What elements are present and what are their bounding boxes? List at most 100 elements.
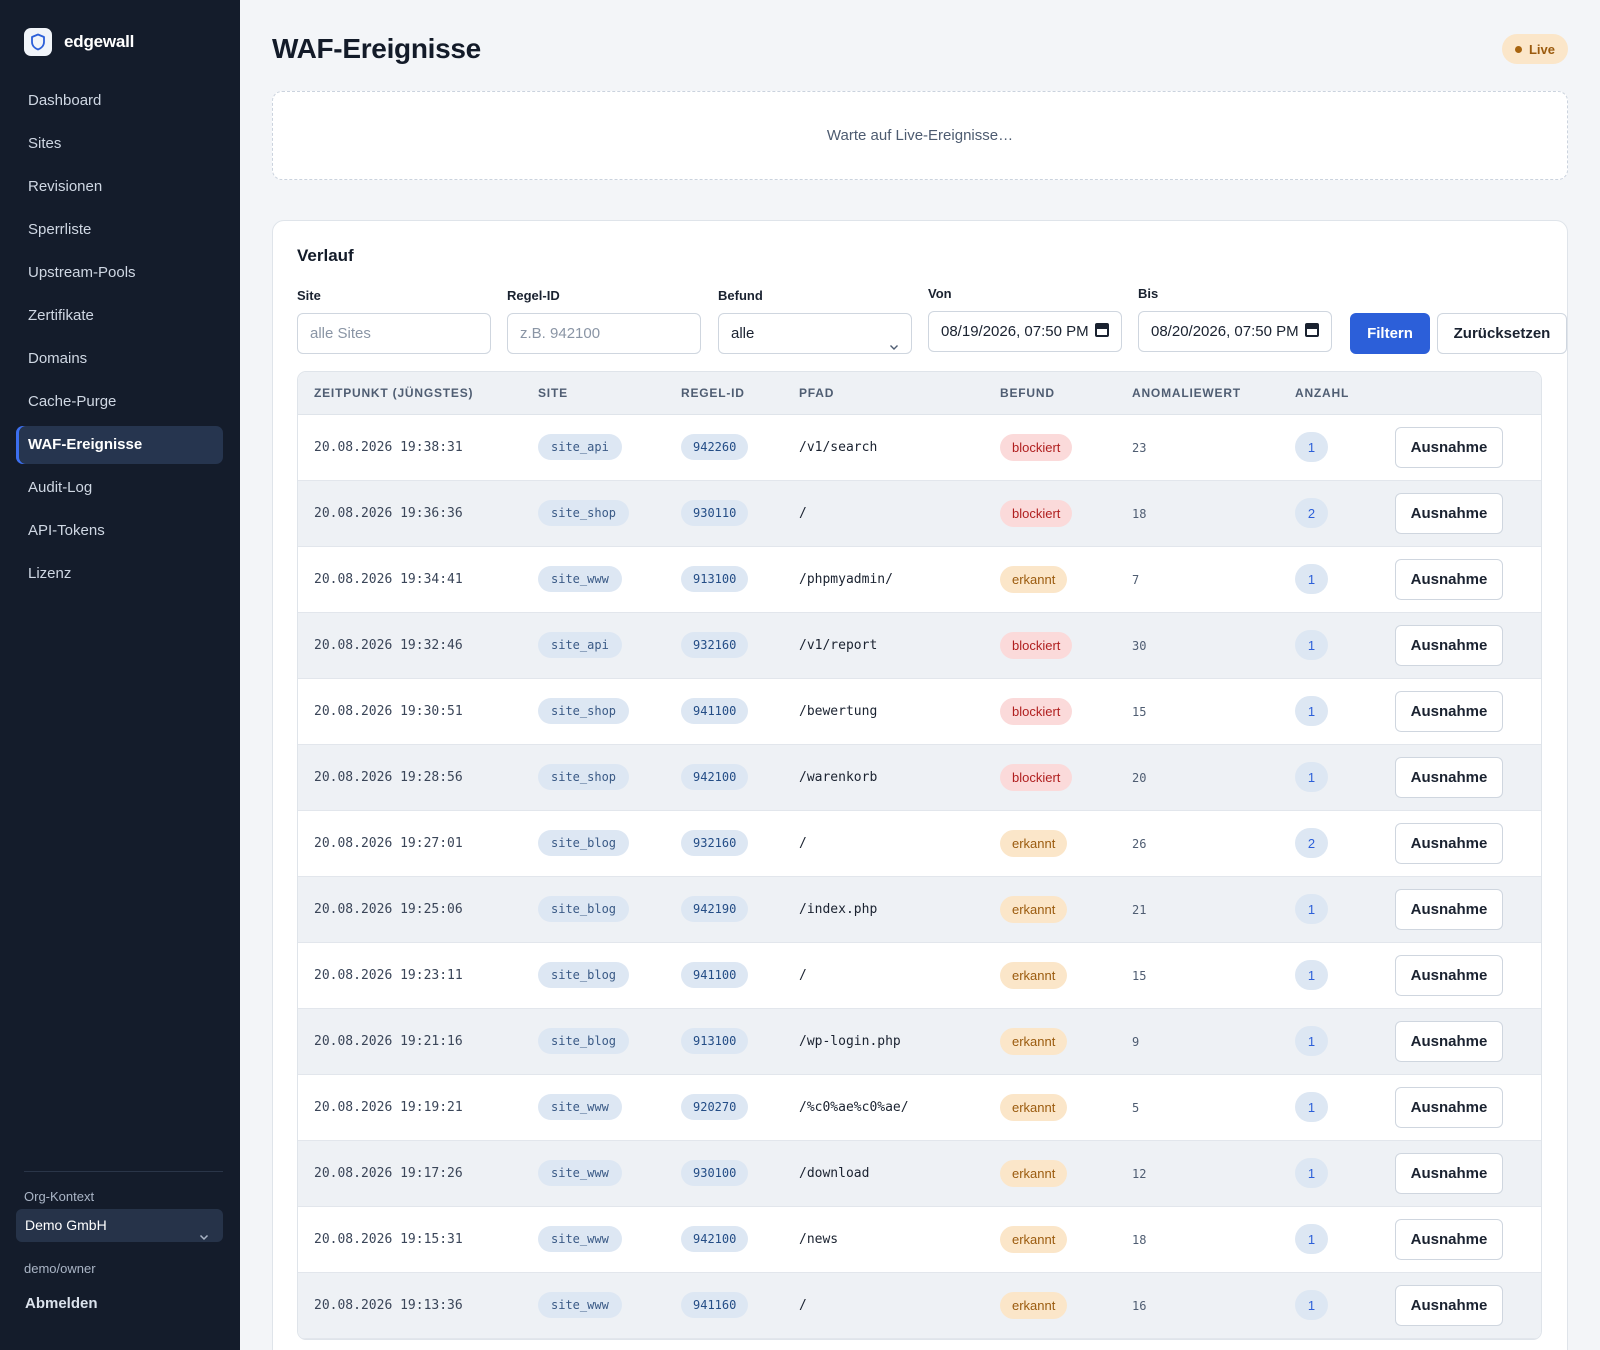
cell-befund: erkannt — [984, 1272, 1116, 1339]
sidebar-item-upstream-pools[interactable]: Upstream-Pools — [28, 264, 136, 281]
cell-befund: erkannt — [984, 546, 1116, 613]
cell-time: 20.08.2026 19:34:41 — [298, 546, 522, 613]
cell-time: 20.08.2026 19:28:56 — [298, 744, 522, 811]
cell-score: 12 — [1116, 1140, 1279, 1207]
anomaly-score: 12 — [1132, 1166, 1147, 1181]
cell-time: 20.08.2026 19:19:21 — [298, 1074, 522, 1141]
count-badge: 1 — [1295, 1026, 1328, 1056]
exception-button[interactable]: Ausnahme — [1395, 888, 1503, 930]
sidebar-item-lizenz[interactable]: Lizenz — [28, 565, 72, 582]
befund-badge: blockiert — [1000, 763, 1073, 791]
befund-badge: blockiert — [1000, 499, 1073, 527]
exception-button[interactable]: Ausnahme — [1395, 492, 1503, 534]
exception-button[interactable]: Ausnahme — [1395, 1284, 1503, 1326]
befund-filter-select[interactable]: alle — [718, 313, 912, 354]
sidebar-item-audit-log[interactable]: Audit-Log — [28, 479, 93, 496]
brand[interactable]: edgewall — [24, 28, 134, 56]
sidebar-item-cache-purge[interactable]: Cache-Purge — [28, 393, 117, 410]
site-filter-input[interactable]: alle Sites — [297, 313, 491, 354]
logout-link[interactable]: Abmelden — [25, 1295, 98, 1312]
cell-rule: 941100 — [665, 942, 783, 1009]
rule-id-pill: 930100 — [681, 1160, 749, 1186]
exception-button[interactable]: Ausnahme — [1395, 822, 1503, 864]
from-datetime-input[interactable]: 08/19/2026, 07:50 PM — [928, 311, 1122, 352]
sidebar-item-dashboard[interactable]: Dashboard — [28, 92, 102, 109]
cell-path: /index.php — [783, 876, 984, 943]
exception-button[interactable]: Ausnahme — [1395, 954, 1503, 996]
filter-from: Von 08/19/2026, 07:50 PM — [928, 286, 1122, 352]
sidebar-item-domains[interactable]: Domains — [28, 350, 88, 367]
request-path: /news — [799, 1232, 839, 1247]
request-path: /%c0%ae%c0%ae/ — [799, 1100, 909, 1115]
befund-badge: blockiert — [1000, 631, 1073, 659]
exception-button[interactable]: Ausnahme — [1395, 1218, 1503, 1260]
reset-button[interactable]: Zurücksetzen — [1437, 313, 1567, 354]
cell-score: 18 — [1116, 1206, 1279, 1273]
table-row: 20.08.2026 19:30:51 site_shop 941100/bewer… — [298, 678, 1541, 745]
exception-button[interactable]: Ausnahme — [1395, 426, 1503, 468]
to-datetime-input[interactable]: 08/20/2026, 07:50 PM — [1138, 311, 1332, 352]
cell-rule: 942100 — [665, 744, 783, 811]
count-badge: 1 — [1295, 1092, 1328, 1122]
calendar-icon[interactable] — [1095, 323, 1109, 337]
exception-button[interactable]: Ausnahme — [1395, 690, 1503, 732]
cell-path: / — [783, 810, 984, 877]
exception-button[interactable]: Ausnahme — [1395, 558, 1503, 600]
sidebar-item-revisionen[interactable]: Revisionen — [28, 178, 103, 195]
cell-rule: 932160 — [665, 612, 783, 679]
table-row: 20.08.2026 19:17:26 site_www 930100/downlo… — [298, 1140, 1541, 1207]
exception-button[interactable]: Ausnahme — [1395, 1020, 1503, 1062]
exception-button[interactable]: Ausnahme — [1395, 624, 1503, 666]
live-badge-label: Live — [1528, 41, 1555, 57]
cell-befund: blockiert — [984, 678, 1116, 745]
cell-count: 1 — [1279, 546, 1379, 613]
count-badge: 1 — [1295, 432, 1328, 462]
event-time: 20.08.2026 19:23:11 — [314, 968, 463, 983]
count-badge: 1 — [1295, 696, 1328, 726]
exception-button[interactable]: Ausnahme — [1395, 756, 1503, 798]
rule-id-filter-input[interactable]: z.B. 942100 — [507, 313, 701, 354]
rule-id-pill: 942190 — [681, 896, 749, 922]
calendar-icon[interactable] — [1305, 323, 1319, 337]
live-events-placeholder: Warte auf Live-Ereignisse… — [826, 127, 1014, 144]
anomaly-score: 21 — [1132, 902, 1147, 917]
cell-befund: erkannt — [984, 1206, 1116, 1273]
cell-rule: 913100 — [665, 546, 783, 613]
sidebar-item-sites[interactable]: Sites — [28, 135, 62, 152]
exception-button[interactable]: Ausnahme — [1395, 1152, 1503, 1194]
live-badge: Live — [1502, 34, 1568, 64]
cell-path: /wp-login.php — [783, 1008, 984, 1075]
rule-id-pill: 941100 — [681, 698, 749, 724]
anomaly-score: 18 — [1132, 1232, 1147, 1247]
table-row: 20.08.2026 19:25:06 site_blog 942190/index… — [298, 876, 1541, 943]
filter-button[interactable]: Filtern — [1350, 313, 1430, 354]
filter-to-label: Bis — [1138, 286, 1159, 301]
cell-count: 1 — [1279, 744, 1379, 811]
cell-befund: erkannt — [984, 1140, 1116, 1207]
cell-path: /bewertung — [783, 678, 984, 745]
cell-site: site_www — [522, 1140, 665, 1207]
sidebar-item-zertifikate[interactable]: Zertifikate — [28, 307, 94, 324]
column-header: SITE — [522, 372, 665, 415]
sidebar-item-sperrliste[interactable]: Sperrliste — [28, 221, 92, 238]
cell-count: 1 — [1279, 1206, 1379, 1273]
anomaly-score: 16 — [1132, 1298, 1147, 1313]
rule-id-pill: 932160 — [681, 830, 749, 856]
table-row: 20.08.2026 19:38:31 site_api 942260/v1/sea… — [298, 414, 1541, 481]
request-path: /warenkorb — [799, 770, 878, 785]
exception-button[interactable]: Ausnahme — [1395, 1086, 1503, 1128]
cell-action: Ausnahme — [1379, 744, 1541, 811]
history-card: Verlauf Site alle Sites Regel-ID z.B. 94… — [272, 220, 1568, 1350]
org-context-select[interactable]: Demo GmbH — [16, 1209, 223, 1242]
cell-action: Ausnahme — [1379, 612, 1541, 679]
cell-time: 20.08.2026 19:32:46 — [298, 612, 522, 679]
cell-time: 20.08.2026 19:23:11 — [298, 942, 522, 1009]
event-time: 20.08.2026 19:21:16 — [314, 1034, 463, 1049]
site-pill: site_shop — [538, 764, 630, 790]
sidebar-item-waf-ereignisse[interactable]: WAF-Ereignisse — [16, 426, 223, 464]
sidebar-item-api-tokens[interactable]: API-Tokens — [28, 522, 105, 539]
cell-time: 20.08.2026 19:17:26 — [298, 1140, 522, 1207]
befund-badge: erkannt — [1000, 1291, 1068, 1319]
cell-site: site_www — [522, 1206, 665, 1273]
cell-time: 20.08.2026 19:25:06 — [298, 876, 522, 943]
